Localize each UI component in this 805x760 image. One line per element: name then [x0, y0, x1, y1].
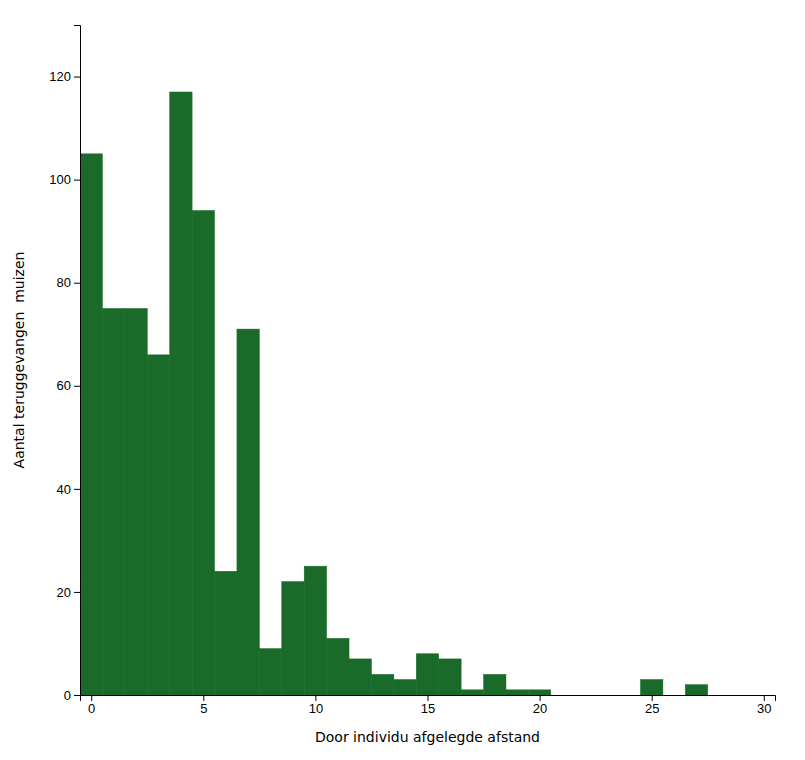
- tick-label: 60: [57, 378, 71, 393]
- bar: [596, 695, 618, 696]
- tick-label: 20: [533, 701, 547, 716]
- bar: [663, 695, 685, 696]
- bar: [551, 695, 573, 696]
- bar: [573, 695, 595, 696]
- bar: [730, 695, 752, 696]
- tick: 20: [57, 585, 80, 600]
- tick-mark: [203, 695, 204, 701]
- bar: [640, 680, 662, 695]
- tick-mark: [315, 695, 316, 701]
- tick-mark: [428, 695, 429, 701]
- bar: [506, 690, 528, 695]
- tick-label: 25: [645, 701, 659, 716]
- bar: [618, 695, 640, 696]
- bar: [215, 571, 237, 695]
- bars: [80, 92, 708, 695]
- tick-mark: [74, 386, 80, 387]
- tick-mark: [540, 695, 541, 701]
- tick-mark: [652, 695, 653, 701]
- tick: 5: [200, 695, 207, 716]
- tick: 20: [533, 695, 547, 716]
- y-axis-title: Aantal teruggevangen muizen: [11, 252, 27, 469]
- tick-mark: [74, 695, 80, 696]
- tick-label: 30: [757, 701, 771, 716]
- bar: [685, 685, 707, 695]
- bar: [708, 695, 730, 696]
- tick-mark: [74, 77, 80, 78]
- bar: [327, 638, 349, 695]
- tick: 40: [57, 482, 80, 497]
- x-axis: 0 5 10 15 20 25 30: [81, 695, 776, 716]
- tick-mark: [74, 180, 80, 181]
- bar: [461, 690, 483, 695]
- bar: [416, 654, 438, 695]
- bar: [147, 355, 169, 695]
- tick-mark: [74, 592, 80, 593]
- x-axis-title: Door individu afgelegde afstand: [315, 729, 540, 745]
- tick: 0: [88, 695, 95, 716]
- tick-label: 15: [421, 701, 435, 716]
- bar: [282, 582, 304, 695]
- tick: 0: [64, 688, 80, 703]
- bar: [371, 674, 393, 695]
- tick-label: 40: [57, 482, 71, 497]
- tick-mark: [764, 695, 765, 701]
- tick-label: 10: [309, 701, 323, 716]
- tick-label: 5: [200, 701, 207, 716]
- bar: [394, 680, 416, 695]
- tick-mark: [91, 695, 92, 701]
- tick: 60: [57, 378, 80, 393]
- tick-mark: [74, 489, 80, 490]
- axis-line: [74, 26, 81, 696]
- bar: [349, 659, 371, 695]
- bar: [170, 92, 192, 695]
- bar: [259, 649, 281, 695]
- tick: 10: [309, 695, 323, 716]
- bar: [304, 566, 326, 695]
- y-axis: 0 20 40 60 80 100 120: [49, 26, 80, 703]
- tick: 15: [421, 695, 435, 716]
- bar: [102, 308, 124, 695]
- bar: [484, 674, 506, 695]
- bar: [192, 211, 214, 695]
- tick: 120: [49, 69, 80, 84]
- tick: 100: [49, 172, 80, 187]
- tick-label: 100: [49, 172, 71, 187]
- tick-mark: [74, 283, 80, 284]
- tick-label: 0: [88, 701, 95, 716]
- tick-label: 0: [64, 688, 71, 703]
- tick: 30: [757, 695, 771, 716]
- bar: [528, 690, 550, 695]
- bar: [237, 329, 259, 695]
- plot: 0 5 10 15 20 25 30 0 20 40 60 80 100 120: [49, 26, 775, 717]
- bar: [439, 659, 461, 695]
- bar: [80, 154, 102, 695]
- tick-label: 80: [57, 275, 71, 290]
- tick: 25: [645, 695, 659, 716]
- tick-label: 120: [49, 69, 71, 84]
- bar: [125, 308, 147, 695]
- tick: 80: [57, 275, 80, 290]
- tick-label: 20: [57, 585, 71, 600]
- axis-line: [81, 696, 776, 702]
- chart: 0 5 10 15 20 25 30 0 20 40 60 80 100 120 Door individu…: [0, 0, 805, 760]
